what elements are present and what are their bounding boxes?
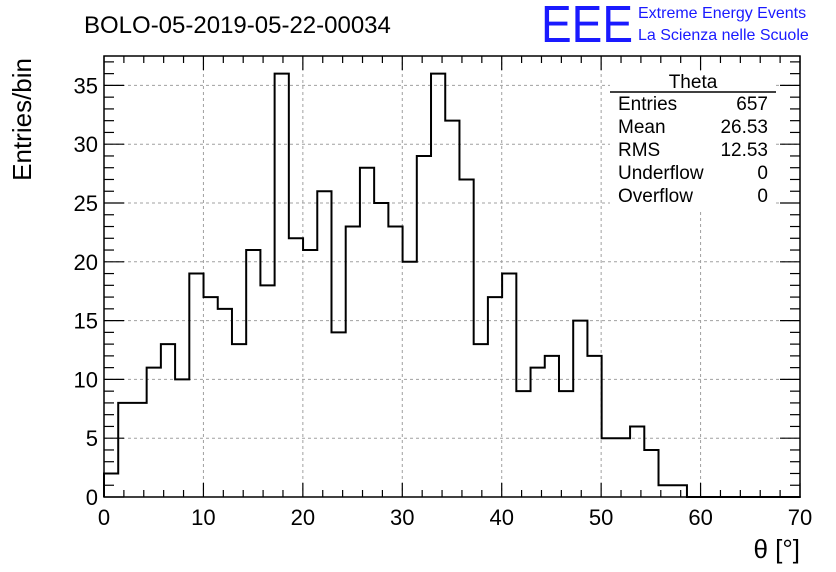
histogram-bin	[630, 426, 644, 497]
y-tick-label: 30	[74, 132, 98, 157]
histogram-bin	[531, 368, 545, 497]
x-tick-label: 40	[489, 505, 513, 530]
stats-row-value: 12.53	[720, 140, 768, 161]
x-tick-label: 30	[390, 505, 414, 530]
histogram-bin	[559, 391, 573, 497]
histogram-bin	[403, 262, 417, 497]
stats-row-value: 26.53	[720, 117, 768, 138]
histogram-bin	[346, 227, 360, 497]
histogram-bin	[516, 391, 530, 497]
stats-row-label: Mean	[618, 117, 666, 138]
histogram-bin	[374, 203, 388, 497]
histogram-bin	[417, 156, 431, 497]
x-tick-label: 0	[98, 505, 110, 530]
histogram-bin	[161, 344, 175, 497]
eee-logo: EEE Extreme Energy Events La Scienza nel…	[541, 0, 809, 54]
histogram-bin	[644, 450, 658, 497]
histogram-bin	[360, 168, 374, 497]
histogram-bin	[260, 285, 274, 497]
y-tick-label: 25	[74, 191, 98, 216]
stats-title: Theta	[669, 72, 718, 93]
histogram-bin	[317, 191, 331, 497]
histogram-bin	[132, 403, 146, 497]
histogram-bin	[331, 332, 345, 497]
histogram-bin	[189, 274, 203, 497]
x-tick-label: 20	[291, 505, 315, 530]
y-tick-label: 15	[74, 309, 98, 334]
histogram-bin	[204, 297, 218, 497]
histogram-outline	[103, 72, 801, 498]
stats-row-value: 0	[757, 186, 768, 207]
axis-ticks	[103, 56, 801, 498]
histogram-bars	[103, 72, 801, 498]
stats-box: Theta Entries 657 Mean 26.53 RMS 12.53 Underfl…	[610, 72, 776, 210]
y-tick-label: 0	[86, 485, 98, 510]
y-tick-label: 20	[74, 250, 98, 275]
histogram-bin	[175, 379, 189, 497]
stats-row-label: RMS	[618, 140, 660, 161]
histogram-bin	[445, 121, 459, 497]
x-tick-label: 60	[688, 505, 712, 530]
histogram-bin	[289, 238, 303, 497]
y-tick-label: 5	[86, 426, 98, 451]
histogram-bin	[118, 403, 132, 497]
histogram-bin	[431, 74, 445, 497]
histogram-bin	[218, 309, 232, 497]
histogram-bin	[616, 438, 630, 497]
histogram-bin	[602, 438, 616, 497]
x-tick-label: 50	[589, 505, 613, 530]
x-tick-label: 70	[788, 505, 812, 530]
histogram-bin	[147, 368, 161, 497]
stats-row-label: Underflow	[618, 163, 704, 184]
plot-frame	[103, 55, 801, 498]
stats-row-label: Overflow	[618, 186, 693, 207]
stats-row-label: Entries	[618, 94, 677, 115]
histogram-bin	[459, 179, 473, 497]
stats-row-value: 0	[757, 163, 768, 184]
y-tick-label: 35	[74, 73, 98, 98]
histogram-bin	[246, 250, 260, 497]
x-axis-title: θ [°]	[753, 534, 800, 564]
eee-logo-line2: La Scienza nelle Scuole	[638, 27, 809, 44]
histogram-bin	[573, 321, 587, 497]
histogram-bin	[545, 356, 559, 497]
x-tick-label: 10	[191, 505, 215, 530]
eee-logo-mark: EEE	[541, 0, 633, 54]
histogram-bin	[673, 485, 687, 497]
stats-box-background	[610, 72, 776, 210]
y-tick-label: 10	[74, 367, 98, 392]
stats-row-value: 657	[736, 94, 768, 115]
histogram-bin	[275, 74, 289, 497]
eee-logo-line1: Extreme Energy Events	[638, 5, 806, 22]
histogram-bin	[587, 356, 601, 497]
histogram-bin	[388, 227, 402, 497]
histogram-bin	[474, 344, 488, 497]
tick-labels: 0 10 20 30 40 50 60 70 0 5 10 15 20 25 30 35	[74, 73, 813, 530]
histogram-bin	[502, 274, 516, 497]
chart-title: BOLO-05-2019-05-22-00034	[84, 12, 391, 39]
histogram-bin	[488, 297, 502, 497]
histogram-bin	[232, 344, 246, 497]
y-axis-title: Entries/bin	[7, 58, 37, 181]
histogram-bin	[303, 250, 317, 497]
